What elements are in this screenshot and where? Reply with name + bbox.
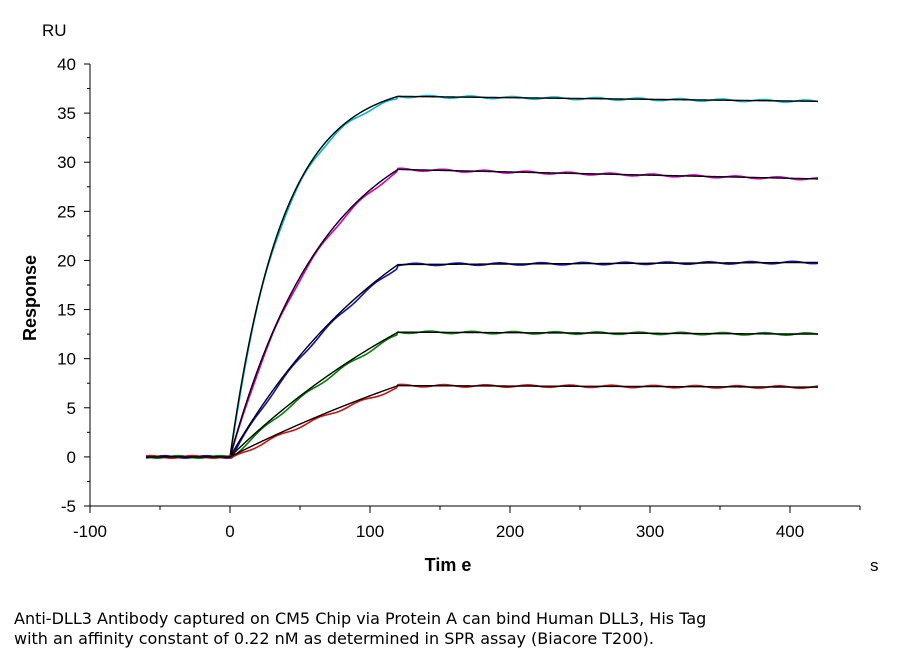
y-axis-unit: RU xyxy=(42,21,67,40)
chart-ticks: -5 0 5 10 15 20 25 30 35 40 -100 0 100 200 300 400 xyxy=(57,55,861,541)
x-tick-label: -100 xyxy=(73,522,107,541)
x-tick-label: 300 xyxy=(636,522,664,541)
series-fit-curve xyxy=(146,261,819,458)
x-axis-title: Tim e xyxy=(425,555,472,575)
y-tick-label: 10 xyxy=(57,350,76,369)
x-tick-label: 100 xyxy=(356,522,384,541)
chart-axes xyxy=(89,64,860,507)
y-axis-title: Response xyxy=(20,255,40,341)
caption-line-2: with an affinity constant of 0.22 nM as … xyxy=(14,629,654,648)
spr-sensorgram-chart: -5 0 5 10 15 20 25 30 35 40 -100 0 100 200 300 400 RU s… xyxy=(20,21,879,575)
series-fit-curve xyxy=(146,168,819,458)
y-tick-label: 20 xyxy=(57,251,76,270)
series-data-curve xyxy=(145,330,819,460)
chart-series xyxy=(145,94,819,460)
figure-caption: Anti-DLL3 Antibody captured on CM5 Chip … xyxy=(14,609,874,649)
y-tick-label: 30 xyxy=(57,153,76,172)
series-data-curve xyxy=(145,167,819,459)
x-tick-label: 400 xyxy=(776,522,804,541)
y-tick-label: 0 xyxy=(67,448,76,467)
x-tick-label: 200 xyxy=(496,522,524,541)
series-fit-curve xyxy=(146,331,819,458)
series-data-curve xyxy=(145,260,819,459)
y-tick-label: 25 xyxy=(57,202,76,221)
y-tick-label: 5 xyxy=(67,399,76,418)
y-tick-label: 40 xyxy=(57,55,76,74)
series-fit-curve xyxy=(146,384,818,458)
x-tick-label: 0 xyxy=(225,522,234,541)
y-tick-label: 15 xyxy=(57,301,76,320)
y-tick-label: -5 xyxy=(61,497,76,516)
series-data-curve xyxy=(145,383,819,459)
series-fit-curve xyxy=(146,95,819,458)
x-axis-unit: s xyxy=(870,556,879,575)
caption-line-1: Anti-DLL3 Antibody captured on CM5 Chip … xyxy=(14,609,707,628)
y-tick-label: 35 xyxy=(57,104,76,123)
